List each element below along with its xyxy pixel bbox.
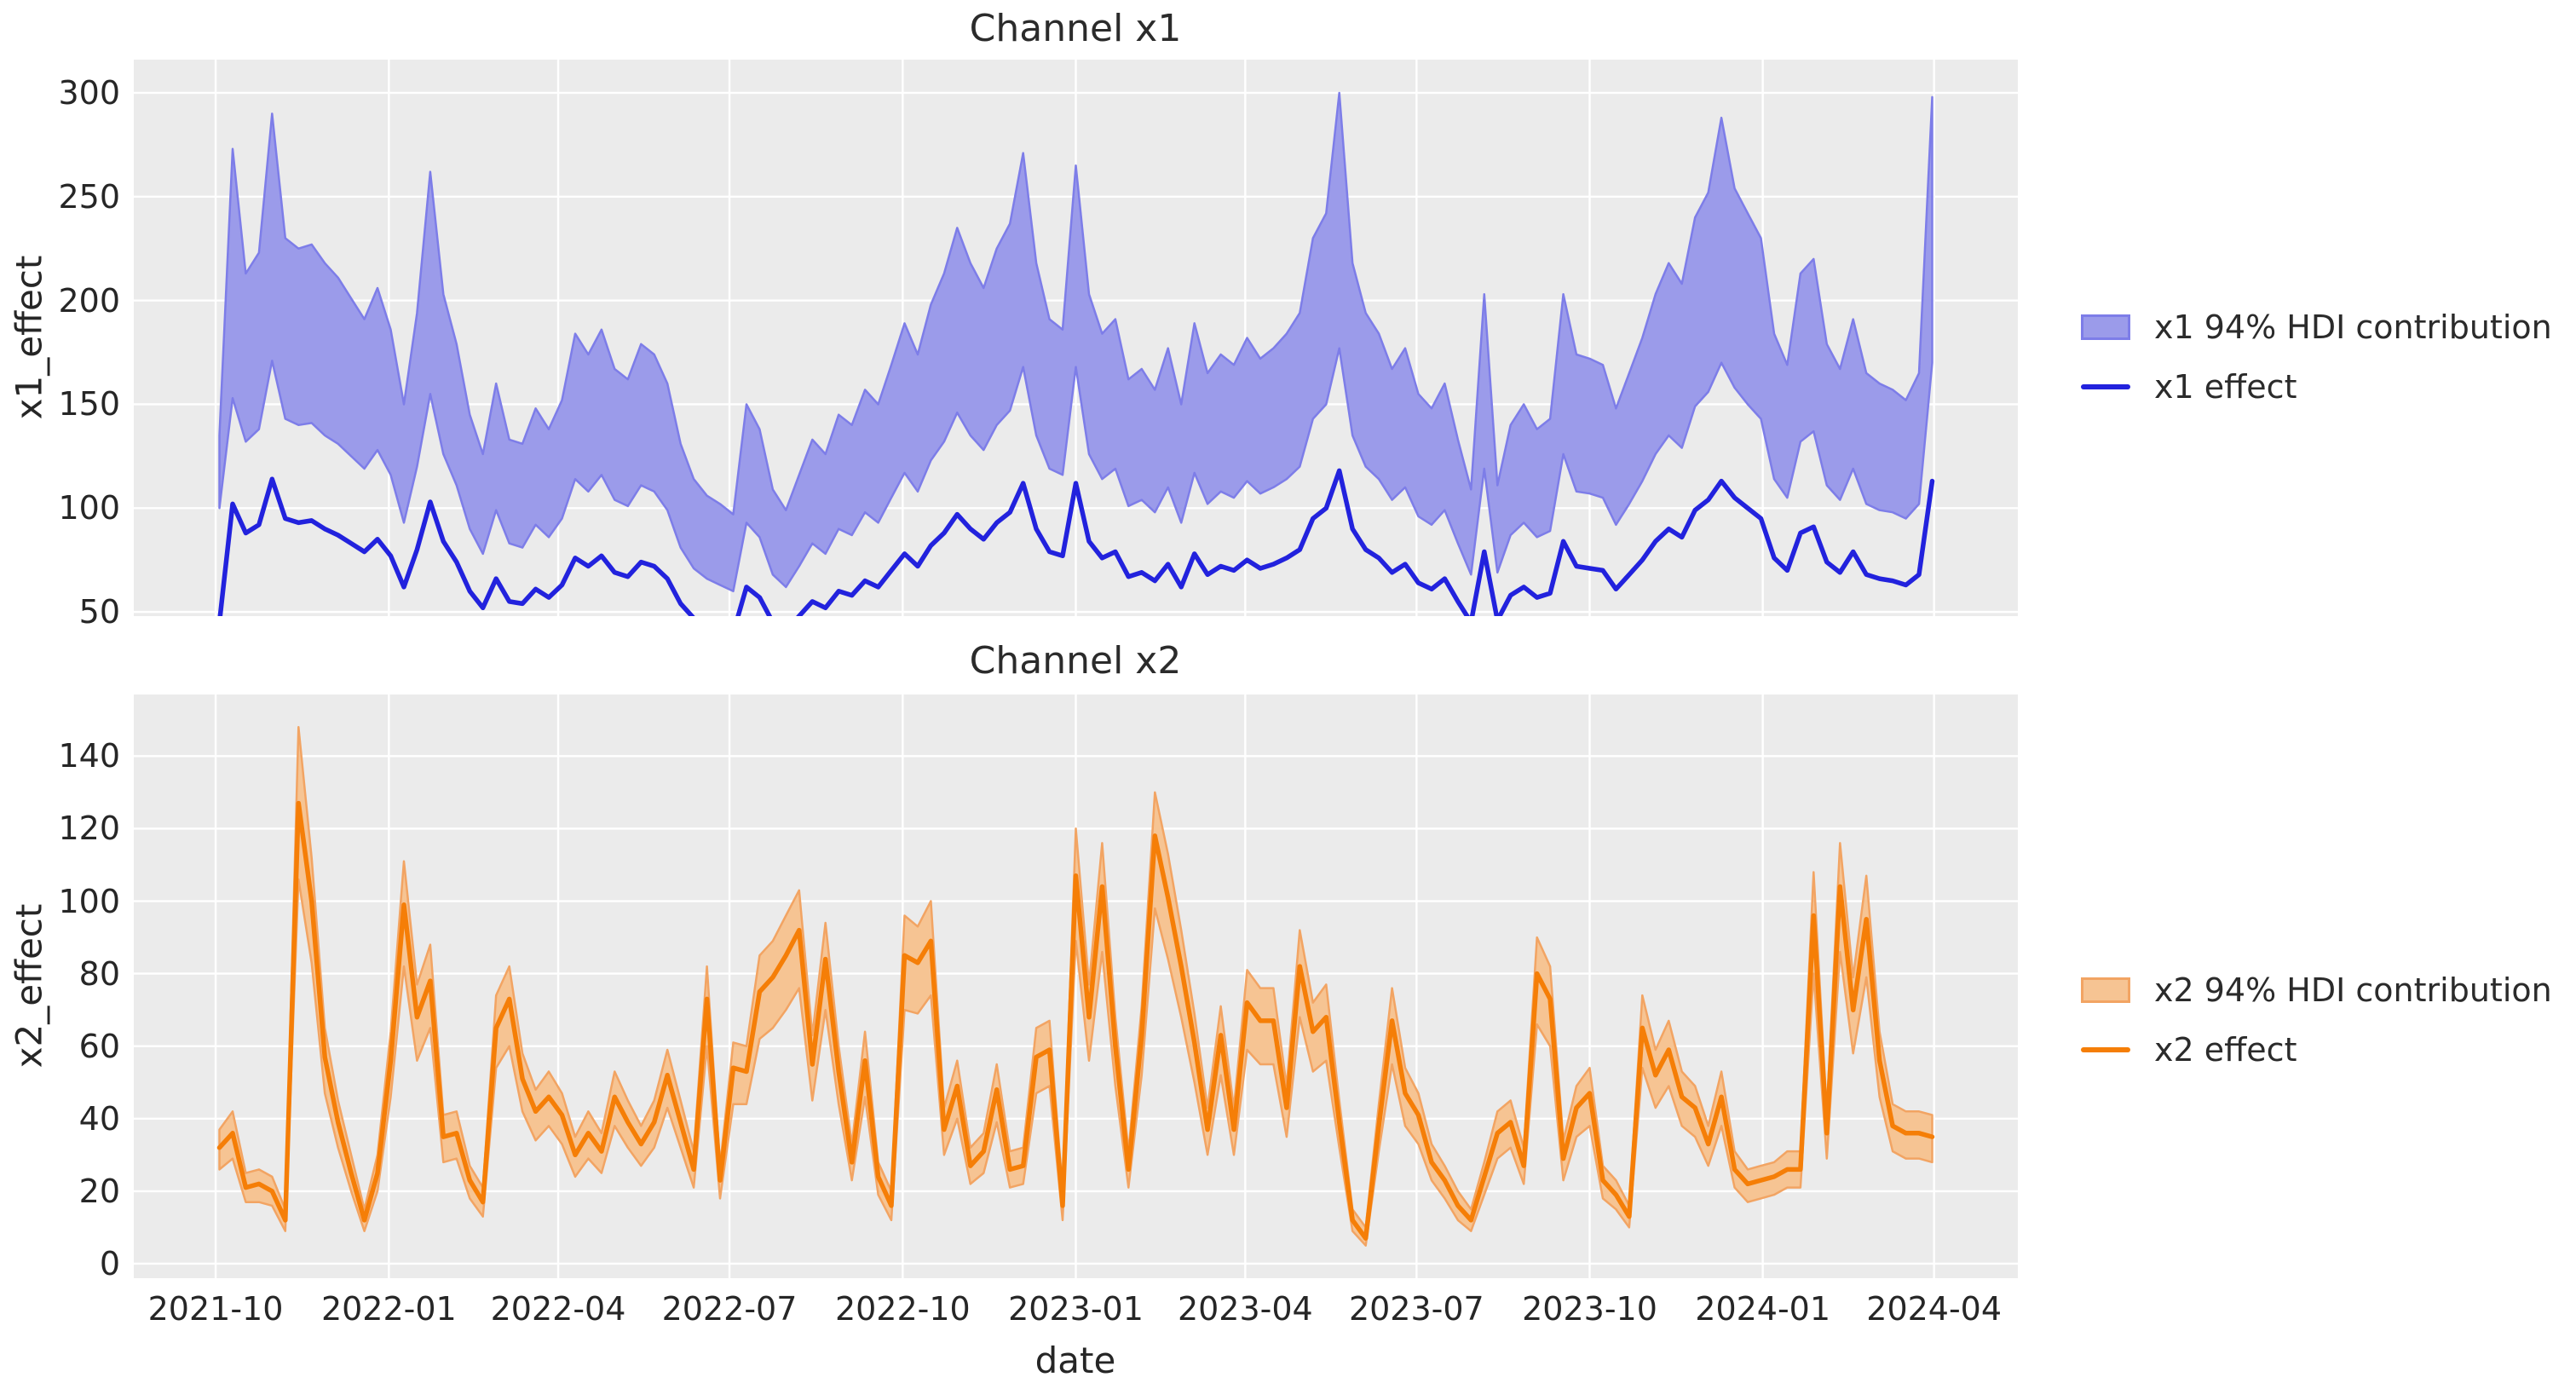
y-tick-label: 140: [58, 737, 120, 775]
x-tick-label: 2023-01: [1008, 1290, 1144, 1328]
x-tick-label: 2022-01: [320, 1290, 457, 1328]
y-tick-label: 300: [58, 73, 120, 112]
x-tick-label: 2022-07: [661, 1290, 798, 1328]
legend-row: x1 94% HDI contribution: [2081, 308, 2552, 346]
x-tick-label: 2023-04: [1177, 1290, 1313, 1328]
y-tick-label: 50: [78, 593, 120, 631]
y-tick-label: 250: [58, 177, 120, 216]
legend-row: x2 effect: [2081, 1031, 2552, 1069]
legend-row: x1 effect: [2081, 368, 2552, 406]
y-tick-label: 150: [58, 385, 120, 424]
legend-x2: x2 94% HDI contribution x2 effect: [2081, 971, 2552, 1069]
y-tick-label: 40: [78, 1099, 120, 1138]
y-tick-label: 0: [99, 1244, 120, 1282]
hdi-band-swatch-icon: [2081, 977, 2130, 1003]
x-tick-label: 2021-10: [147, 1290, 284, 1328]
legend-label: x2 94% HDI contribution: [2154, 971, 2552, 1009]
y-tick-label: 120: [58, 810, 120, 848]
y-tick-label: 60: [78, 1027, 120, 1065]
effect-line-swatch-icon: [2081, 384, 2130, 389]
plot-area-x2: 0 20 40 60 80 100 120 140 2021-10 2022-01 2022-04 2…: [58, 694, 2018, 1328]
plot-area-x1: 50 100 150 200 250 300: [58, 60, 2018, 631]
effect-line-swatch-icon: [2081, 1047, 2130, 1052]
legend-label: x1 94% HDI contribution: [2154, 308, 2552, 346]
x-tick-label: 2023-07: [1348, 1290, 1484, 1328]
y-axis-label-x2: x2_effect: [8, 903, 50, 1069]
x-tick-label: 2023-10: [1522, 1290, 1657, 1328]
x-tick-label: 2024-01: [1695, 1290, 1831, 1328]
legend-row: x2 94% HDI contribution: [2081, 971, 2552, 1009]
legend-label: x2 effect: [2154, 1031, 2297, 1069]
x-tick-label: 2024-04: [1866, 1290, 2003, 1328]
x-axis-label: date: [1034, 1340, 1116, 1381]
y-axis-label-x1: x1_effect: [8, 255, 50, 420]
hdi-band-swatch-icon: [2081, 314, 2130, 340]
y-tick-label: 20: [78, 1172, 120, 1210]
chart-title-x1: Channel x1: [969, 7, 1182, 50]
y-tick-label: 100: [58, 489, 120, 527]
x-tick-label: 2022-04: [490, 1290, 626, 1328]
y-tick-label: 200: [58, 281, 120, 320]
y-tick-label: 100: [58, 882, 120, 920]
legend-label: x1 effect: [2154, 368, 2297, 406]
x-tick-label: 2022-10: [834, 1290, 971, 1328]
legend-x1: x1 94% HDI contribution x1 effect: [2081, 308, 2552, 406]
y-tick-label: 80: [78, 954, 120, 993]
chart-canvas-x2: [134, 694, 2018, 1278]
chart-canvas-x1: [134, 60, 2018, 616]
chart-title-x2: Channel x2: [969, 639, 1182, 683]
